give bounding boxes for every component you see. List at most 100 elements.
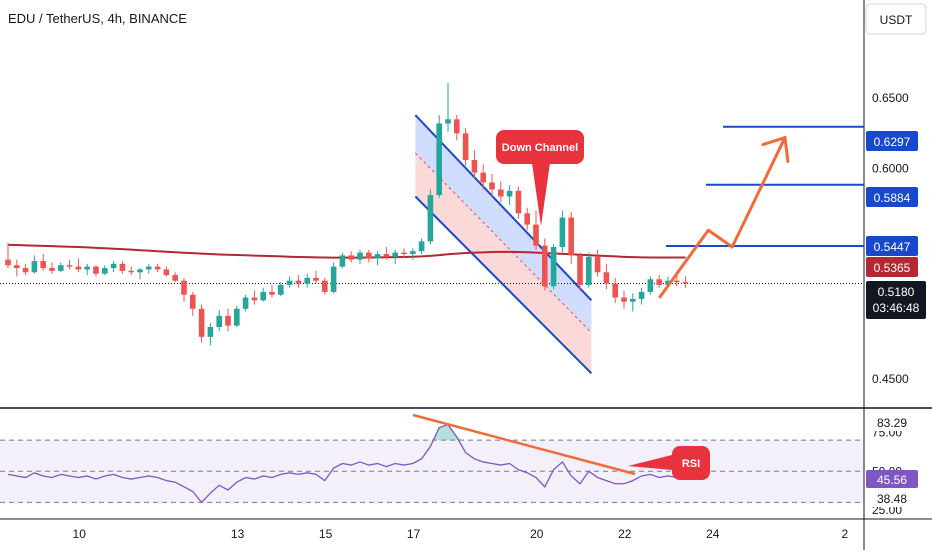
candle-body [568,217,574,256]
time-tick-4: 20 [530,527,544,541]
candle-body [119,263,126,271]
candle-body [225,315,231,326]
candles [5,82,689,346]
price-tag-level-high: 0.6297 [866,131,918,151]
channel-lower-fill [415,152,592,374]
candle-body [489,182,495,190]
currency-button[interactable]: USDT [865,3,927,35]
price-tag-last-text: 0.5180 [878,285,915,299]
currency-button-label[interactable]: USDT [880,13,913,27]
candle-body [638,291,645,299]
candle-body [418,241,425,252]
rsi-tag-low: 38.48 [866,489,918,507]
candle-body [612,283,618,298]
time-tick-2: 15 [319,527,333,541]
price-tick-3: 0.4500 [872,372,909,386]
time-tick-3: 17 [407,527,421,541]
candle-body [172,275,178,281]
candle-body [436,123,442,196]
candle-body [216,315,222,328]
channel-bottom-line [414,195,593,375]
candle-body [234,308,240,326]
candle-body [383,254,390,257]
time-tick-1: 13 [231,527,245,541]
candle-body [58,265,64,271]
candle-body [278,284,284,295]
price-tag-level-mid: 0.5884 [866,187,918,207]
candle-body [49,268,55,271]
candle-body [603,272,610,284]
candle-body [427,195,434,242]
candle-body [251,297,258,301]
rsi-label: RSI [682,458,700,470]
rsi-tag-value-text: 45.56 [877,473,907,487]
candle-body [181,280,187,295]
chart-title: EDU / TetherUS, 4h, BINANCE [8,11,187,26]
candle-body [410,251,416,255]
candle-body [190,294,196,309]
candle-body [533,224,539,246]
rsi-callout: RSI [628,446,710,480]
candle-body [630,298,636,302]
candle-body [146,266,152,270]
candle-body [198,308,205,337]
channel-top-line [414,114,593,302]
candle-body [656,279,662,285]
candle-body [295,280,302,284]
candle-body [682,282,689,284]
price-tag-last: 0.5180 03:46:48 [866,281,926,319]
down-channel-label: Down Channel [502,142,578,154]
candle-body [75,266,82,270]
candle-body [374,254,381,259]
candle-body [506,190,513,197]
candle-body [5,259,11,266]
candle-body [304,277,310,284]
candle-body [454,119,460,134]
candle-body [348,255,354,260]
candle-body [313,277,319,281]
candle-body [366,252,372,259]
price-tick-2: 0.6000 [872,161,909,175]
candle-body [242,297,249,309]
candle-body [586,256,592,285]
rsi-tag-high-text: 83.29 [877,416,907,430]
candle-body [110,263,117,269]
candle-body [392,252,398,257]
rsi-tag-value: 45.56 [866,470,918,488]
countdown-text: 03:46:48 [873,301,920,315]
candle-body [401,252,407,255]
price-tag-level-high-text: 0.6297 [874,135,911,149]
candle-body [550,247,557,287]
candle-body [357,252,363,260]
time-axis: 10 13 15 17 20 22 24 2 [73,527,849,541]
candle-body [647,279,654,292]
candle-body [665,280,671,285]
price-tag-ma-text: 0.5365 [874,261,911,275]
candle-body [269,291,275,295]
candle-body [93,266,99,274]
time-tick-6: 24 [706,527,720,541]
candle-body [471,159,478,173]
projection-path [658,136,787,299]
candle-body [674,280,680,283]
candle-body [31,261,38,273]
candle-body [524,213,530,225]
price-tag-ma: 0.5365 [866,257,918,277]
time-tick-5: 22 [618,527,632,541]
candle-body [286,280,293,285]
candle-body [128,270,134,273]
candle-body [154,266,161,270]
candle-body [542,245,548,287]
candle-body [462,133,469,160]
rsi-overbought-fill [433,424,463,441]
rsi-tag-high: 83.29 [866,413,918,431]
candle-body [163,269,170,276]
candle-body [330,266,337,292]
ma-line [7,243,686,259]
candle-body [84,266,90,270]
candle-body [594,256,601,273]
rsi-divergence-line [412,413,636,476]
candle-body [102,268,108,274]
